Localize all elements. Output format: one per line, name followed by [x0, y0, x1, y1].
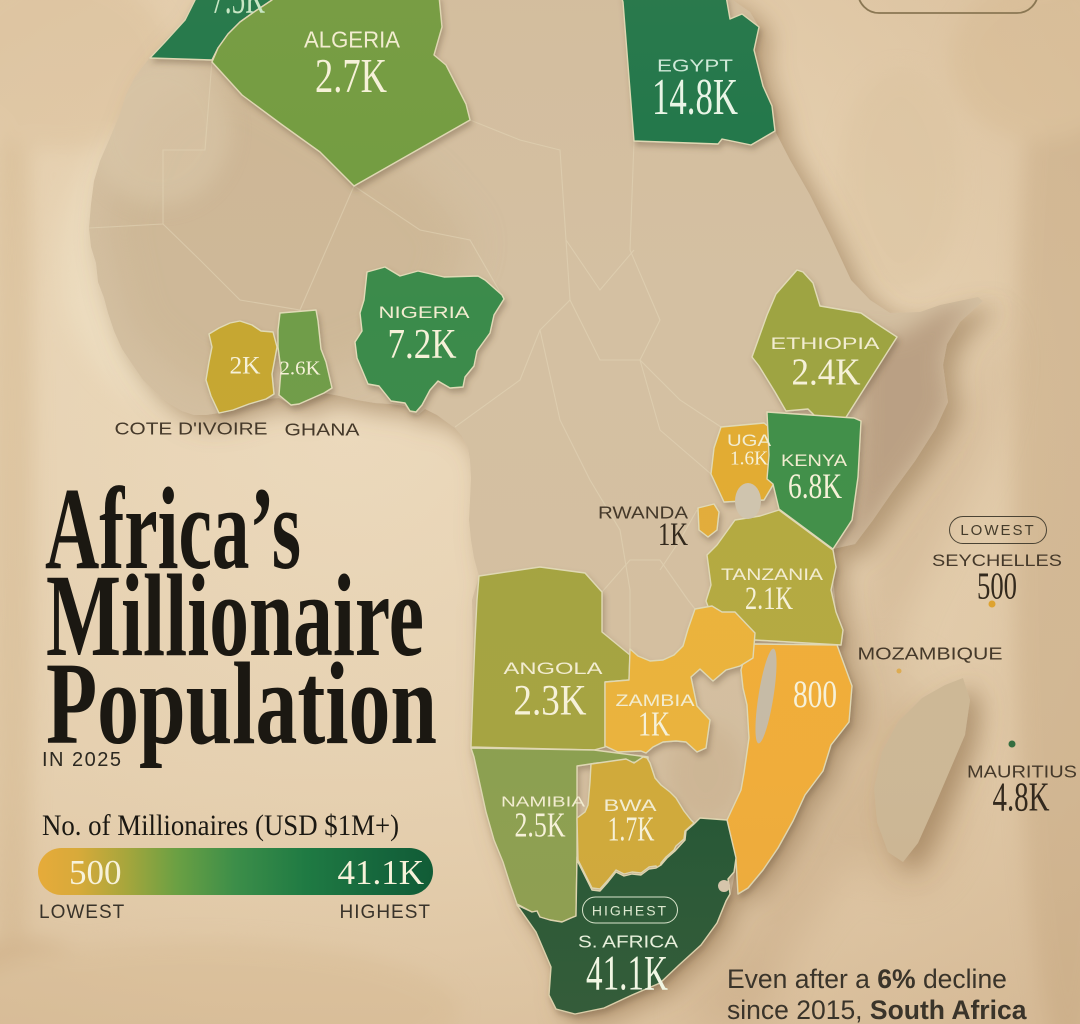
svg-text:Millionaire: Millionaire — [46, 550, 424, 681]
svg-text:IN 2025: IN 2025 — [42, 749, 123, 771]
svg-text:UGA: UGA — [727, 432, 771, 450]
svg-text:ANGOLA: ANGOLA — [504, 660, 603, 678]
svg-text:MAURITIUS: MAURITIUS — [967, 762, 1077, 782]
svg-text:1K: 1K — [638, 705, 670, 744]
svg-text:GHANA: GHANA — [285, 420, 360, 440]
svg-text:NAMIBIA: NAMIBIA — [501, 794, 586, 811]
svg-text:2.4K: 2.4K — [792, 352, 861, 394]
svg-text:500: 500 — [69, 853, 122, 892]
svg-text:1.6K: 1.6K — [730, 449, 768, 470]
svg-text:2.5K: 2.5K — [515, 806, 566, 845]
svg-text:RWANDA: RWANDA — [598, 503, 688, 523]
svg-text:7.2K: 7.2K — [388, 321, 457, 368]
svg-text:ALGERIA: ALGERIA — [304, 27, 400, 53]
svg-text:HIGHEST: HIGHEST — [340, 902, 431, 923]
svg-text:Population: Population — [46, 638, 437, 769]
svg-text:No. of Millionaires (USD $1M+): No. of Millionaires (USD $1M+) — [42, 809, 399, 842]
svg-text:2.6K: 2.6K — [280, 359, 321, 380]
svg-text:14.8K: 14.8K — [652, 69, 738, 126]
svg-text:BWA: BWA — [604, 797, 657, 815]
svg-text:2.1K: 2.1K — [745, 580, 793, 617]
svg-text:EGYPT: EGYPT — [657, 56, 733, 76]
svg-text:800: 800 — [793, 672, 837, 716]
svg-text:Africa’s: Africa’s — [45, 463, 301, 594]
svg-text:2K: 2K — [230, 351, 261, 380]
svg-text:NIGERIA: NIGERIA — [379, 304, 470, 322]
svg-text:500: 500 — [977, 566, 1017, 608]
svg-text:1.7K: 1.7K — [608, 810, 655, 849]
svg-text:41.1K: 41.1K — [337, 853, 424, 892]
svg-text:since 2015, South Africa: since 2015, South Africa — [727, 995, 1027, 1024]
svg-text:MOZAMBIQUE: MOZAMBIQUE — [858, 644, 1003, 664]
svg-text:LOWEST: LOWEST — [39, 902, 125, 923]
svg-text:41.1K: 41.1K — [586, 946, 668, 1001]
svg-text:TANZANIA: TANZANIA — [721, 566, 823, 584]
svg-text:COTE D'IVOIRE: COTE D'IVOIRE — [115, 419, 268, 439]
svg-text:6.8K: 6.8K — [788, 466, 842, 506]
svg-text:SEYCHELLES: SEYCHELLES — [932, 552, 1062, 570]
svg-text:ZAMBIA: ZAMBIA — [616, 692, 695, 710]
svg-text:1K: 1K — [658, 516, 688, 553]
svg-text:2.7K: 2.7K — [315, 50, 387, 103]
svg-text:7.5K: 7.5K — [211, 0, 265, 23]
svg-text:S. AFRICA: S. AFRICA — [578, 932, 678, 952]
svg-text:4.8K: 4.8K — [993, 775, 1050, 820]
svg-text:2.3K: 2.3K — [514, 677, 587, 725]
svg-text:ETHIOPIA: ETHIOPIA — [771, 335, 880, 353]
svg-text:Even after a 6% decline: Even after a 6% decline — [727, 964, 1007, 994]
svg-text:KENYA: KENYA — [781, 452, 847, 470]
